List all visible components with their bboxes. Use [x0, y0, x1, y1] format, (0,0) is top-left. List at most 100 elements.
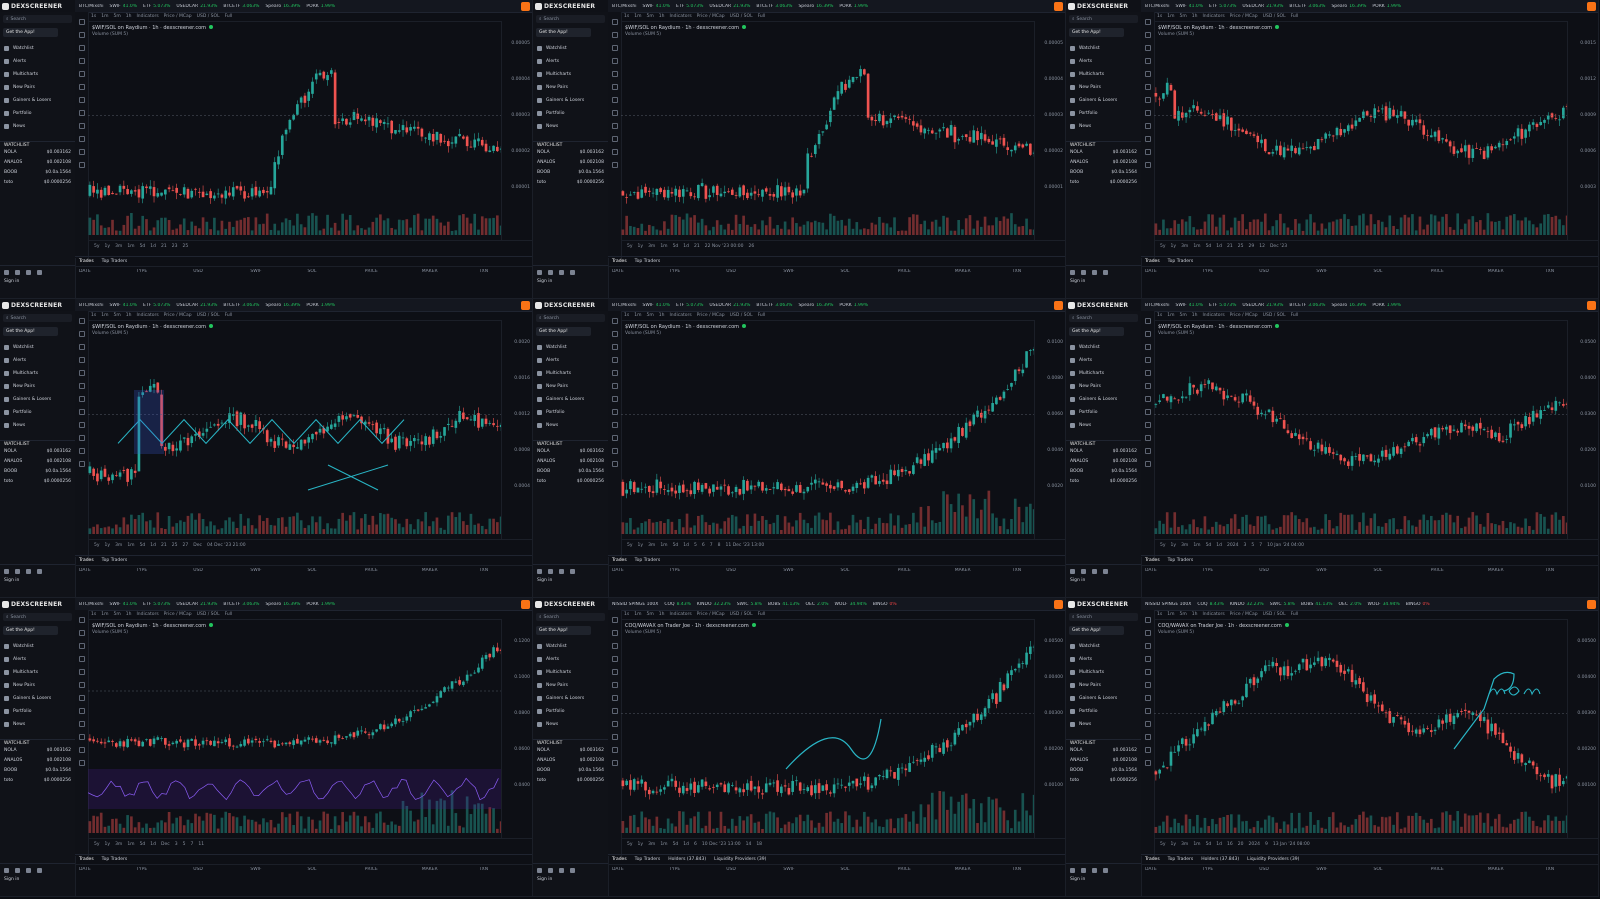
text-icon[interactable]: [1144, 71, 1151, 77]
sidebar-item-gainers-losers[interactable]: Gainers & Losers: [1066, 692, 1141, 705]
column-header[interactable]: TYPE: [1202, 268, 1214, 274]
magnet-icon[interactable]: [611, 721, 618, 727]
chart-toolbar-button[interactable]: 1s: [1157, 14, 1163, 19]
crosshair-icon[interactable]: [1144, 617, 1151, 623]
chart-toolbar-button[interactable]: USD / SOL: [196, 14, 220, 19]
sidebar-item-new-pairs[interactable]: New Pairs: [0, 81, 75, 94]
chart-area[interactable]: 1s 1m 5m 1h Indicators Price / MCap USD / SOL F…: [1154, 610, 1598, 850]
timeframe-button[interactable]: 5y: [1160, 841, 1166, 847]
sidebar-item-new-pairs[interactable]: New Pairs: [1066, 679, 1141, 692]
sidebar-item-alerts[interactable]: Alerts: [1066, 653, 1141, 666]
timeframe-button[interactable]: 5d: [672, 542, 679, 548]
timeframe-button[interactable]: 1m: [1193, 243, 1201, 249]
tab-holders[interactable]: Holders (37.843): [668, 856, 707, 862]
brush-icon[interactable]: [1144, 58, 1151, 64]
measure-icon[interactable]: [78, 695, 85, 701]
tab-trades[interactable]: Trades: [79, 258, 94, 264]
telegram-icon[interactable]: [1081, 569, 1086, 574]
column-header[interactable]: TXN: [478, 268, 489, 274]
chart-toolbar-button[interactable]: 5m: [646, 14, 654, 19]
chart-toolbar-button[interactable]: Price / MCap: [696, 612, 725, 617]
sidebar-item-watchlist[interactable]: Watchlist: [1066, 640, 1141, 653]
chart-toolbar-button[interactable]: 1m: [101, 612, 109, 617]
tab-top[interactable]: Top Traders: [634, 557, 661, 563]
twitter-icon[interactable]: [4, 270, 9, 275]
ticker-item[interactable]: OEC 2.0%: [806, 602, 829, 607]
crosshair-icon[interactable]: [1144, 19, 1151, 25]
chart-toolbar-button[interactable]: Price / MCap: [1229, 14, 1258, 19]
chart-toolbar-button[interactable]: 1h: [125, 14, 132, 19]
chart-toolbar-button[interactable]: 1m: [1167, 612, 1175, 617]
chart-area[interactable]: 1s 1m 5m 1h Indicators Price / MCap USD / SOL F…: [621, 311, 1065, 551]
trash-icon[interactable]: [1144, 461, 1151, 467]
sidebar-item-multicharts[interactable]: Multicharts: [533, 367, 608, 380]
lock-icon[interactable]: [78, 435, 85, 441]
tab-liquidity[interactable]: Liquidity Providers (39): [1247, 856, 1300, 862]
ticker-item[interactable]: BTC/Mixshi: [612, 303, 636, 308]
tab-top[interactable]: Top Traders: [101, 856, 128, 862]
twitter-icon[interactable]: [1070, 868, 1075, 873]
watchlist-item[interactable]: toto $0.0000256: [0, 479, 75, 489]
watchlist-item[interactable]: NOLA $0.003162: [1066, 748, 1141, 758]
chart-toolbar-button[interactable]: Full: [1290, 612, 1299, 617]
tab-trades[interactable]: Trades: [612, 258, 627, 264]
sidebar-item-multicharts[interactable]: Multicharts: [0, 367, 75, 380]
sidebar-item-watchlist[interactable]: Watchlist: [0, 341, 75, 354]
trendline-icon[interactable]: [78, 331, 85, 337]
sidebar-item-portfolio[interactable]: Portfolio: [1066, 705, 1141, 718]
lock-icon[interactable]: [78, 136, 85, 142]
sidebar-item-portfolio[interactable]: Portfolio: [0, 107, 75, 120]
price-axis[interactable]: 0.0500 0.0400 0.0300 0.0200 0.0100: [1567, 320, 1598, 540]
timeframe-button[interactable]: 3m: [115, 542, 123, 548]
column-header[interactable]: SWIF: [250, 268, 262, 274]
sidebar-item-new-pairs[interactable]: New Pairs: [1066, 81, 1141, 94]
sign-in-link[interactable]: Sign in: [4, 578, 20, 583]
pattern-icon[interactable]: [78, 682, 85, 688]
chart-toolbar-button[interactable]: Indicators: [1202, 612, 1225, 617]
dexscreener-logo[interactable]: DEXSCREENER: [533, 0, 608, 12]
chart-toolbar-button[interactable]: Price / MCap: [696, 14, 725, 19]
sidebar-item-multicharts[interactable]: Multicharts: [0, 666, 75, 679]
timeframe-button[interactable]: 1y: [1170, 542, 1177, 548]
column-header[interactable]: DATE: [79, 567, 91, 573]
telegram-icon[interactable]: [1081, 868, 1086, 873]
sign-in-link[interactable]: Sign in: [1070, 578, 1086, 583]
search-input[interactable]: ⌕ Search: [1069, 613, 1138, 621]
column-header[interactable]: MAKER: [421, 268, 438, 274]
sidebar-item-multicharts[interactable]: Multicharts: [533, 68, 608, 81]
discord-icon[interactable]: [1092, 270, 1097, 275]
price-axis[interactable]: 0.00500 0.00400 0.00300 0.00200 0.00100: [1034, 619, 1065, 839]
measure-icon[interactable]: [1144, 695, 1151, 701]
zoom-icon[interactable]: [1144, 409, 1151, 415]
chart-toolbar-button[interactable]: Full: [224, 14, 233, 19]
ticker-item[interactable]: ETF 5.073%: [676, 4, 703, 9]
dexscreener-logo[interactable]: DEXSCREENER: [0, 598, 75, 610]
watchlist-item[interactable]: ANALOS $0.002108: [533, 459, 608, 469]
settings-icon[interactable]: [37, 868, 42, 873]
sign-in-link[interactable]: Sign in: [1070, 877, 1086, 882]
trendline-icon[interactable]: [611, 331, 618, 337]
ticker-item[interactable]: WOLF 34.94%: [834, 602, 866, 607]
ticker-item[interactable]: Spearo 16.39%: [1331, 4, 1366, 9]
settings-icon[interactable]: [570, 569, 575, 574]
chart-toolbar-button[interactable]: Indicators: [136, 14, 159, 19]
chart-toolbar-button[interactable]: 5m: [1179, 612, 1187, 617]
ticker-item[interactable]: ETF 5.073%: [676, 303, 703, 308]
chart-toolbar-button[interactable]: Full: [224, 313, 233, 318]
sidebar-item-portfolio[interactable]: Portfolio: [533, 705, 608, 718]
settings-icon[interactable]: [570, 270, 575, 275]
chart-toolbar-button[interactable]: 1m: [101, 14, 109, 19]
watchlist-item[interactable]: NOLA $0.003162: [0, 449, 75, 459]
sidebar-item-watchlist[interactable]: Watchlist: [533, 341, 608, 354]
brush-icon[interactable]: [611, 656, 618, 662]
timeframe-button[interactable]: 5y: [627, 243, 633, 249]
watchlist-item[interactable]: ANALOS $0.002108: [533, 758, 608, 768]
zoom-icon[interactable]: [78, 708, 85, 714]
trash-icon[interactable]: [611, 162, 618, 168]
price-axis[interactable]: 0.0100 0.0080 0.0060 0.0040 0.0020: [1034, 320, 1065, 540]
sidebar-item-new-pairs[interactable]: New Pairs: [1066, 380, 1141, 393]
column-header[interactable]: SWIF: [1316, 567, 1328, 573]
fire-icon[interactable]: [1587, 300, 1596, 310]
watchlist-item[interactable]: BOOB $0.0a.1564: [1066, 170, 1141, 180]
brush-icon[interactable]: [78, 656, 85, 662]
